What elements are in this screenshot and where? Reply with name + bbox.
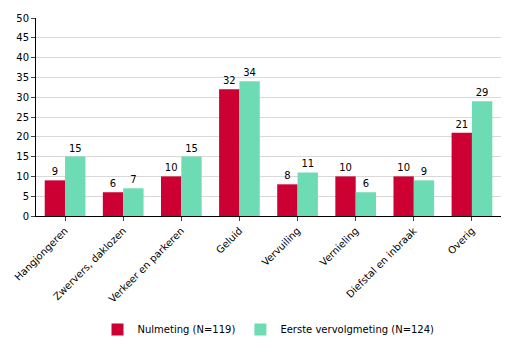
svg-text:9: 9 [52, 166, 58, 177]
svg-text:45: 45 [16, 32, 29, 43]
svg-text:Nulmeting (N=119): Nulmeting (N=119) [138, 324, 236, 335]
svg-text:11: 11 [301, 158, 314, 169]
svg-text:6: 6 [363, 178, 369, 189]
svg-text:Overig: Overig [446, 225, 477, 256]
svg-text:32: 32 [223, 75, 236, 86]
svg-text:Geluid: Geluid [214, 225, 245, 256]
svg-text:8: 8 [284, 170, 290, 181]
svg-text:5: 5 [23, 191, 29, 202]
svg-text:30: 30 [16, 92, 29, 103]
svg-text:Eerste vervolgmeting (N=124): Eerste vervolgmeting (N=124) [280, 324, 434, 335]
svg-text:35: 35 [16, 72, 29, 83]
svg-text:10: 10 [16, 171, 29, 182]
svg-text:20: 20 [16, 131, 29, 142]
svg-text:Zwervers, daklozen: Zwervers, daklozen [51, 225, 128, 302]
svg-text:29: 29 [476, 87, 489, 98]
svg-text:50: 50 [16, 13, 29, 24]
svg-text:Diefstal en inbraak: Diefstal en inbraak [344, 225, 419, 300]
svg-text:Hangjongeren: Hangjongeren [12, 225, 70, 283]
svg-text:10: 10 [397, 162, 410, 173]
svg-text:9: 9 [421, 166, 427, 177]
svg-text:10: 10 [339, 162, 352, 173]
svg-text:40: 40 [16, 52, 29, 63]
svg-text:34: 34 [243, 67, 256, 78]
svg-text:Verkeer en parkeren: Verkeer en parkeren [107, 225, 187, 305]
svg-text:10: 10 [165, 162, 178, 173]
svg-text:15: 15 [69, 143, 82, 154]
svg-text:25: 25 [16, 112, 29, 123]
svg-text:21: 21 [455, 119, 468, 130]
svg-text:15: 15 [185, 143, 198, 154]
svg-text:7: 7 [130, 174, 136, 185]
svg-text:Vervuiling: Vervuiling [260, 225, 303, 268]
svg-text:15: 15 [16, 151, 29, 162]
svg-text:0: 0 [23, 211, 29, 222]
svg-text:Vernieling: Vernieling [318, 225, 361, 268]
svg-text:6: 6 [110, 178, 116, 189]
